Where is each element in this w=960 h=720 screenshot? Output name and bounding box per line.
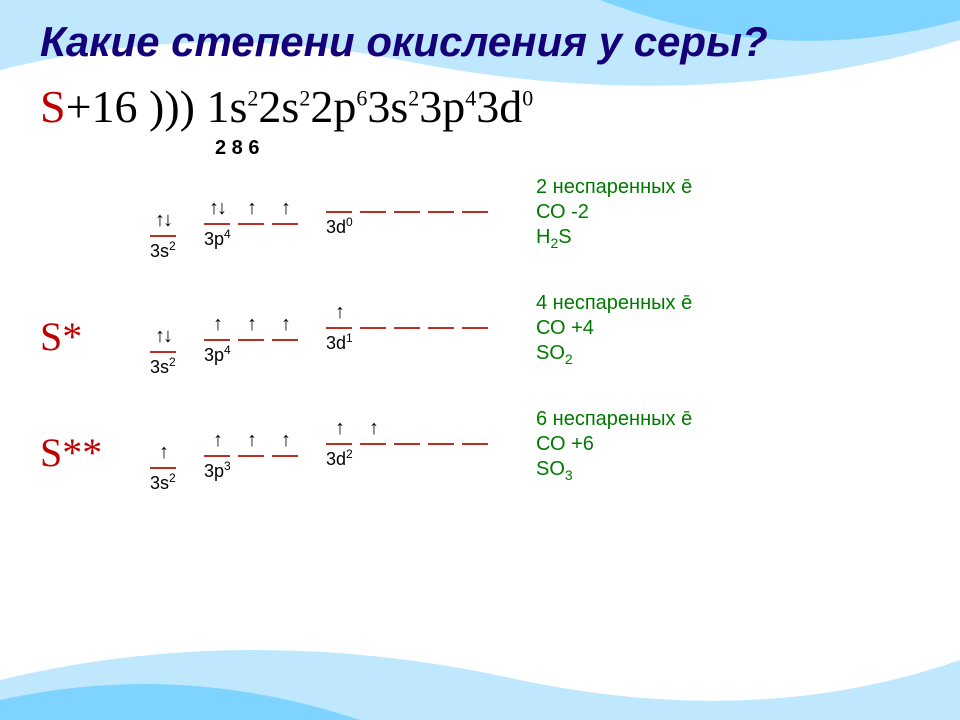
state-annotation: 4 неспаренных ēСО +4SO2 — [536, 291, 692, 379]
sublevel-label: 3p4 — [204, 227, 231, 250]
sublevel-3p: ↑↑↑3p3 — [204, 423, 298, 494]
sublevel-3d: 3d0 — [326, 179, 488, 262]
orbital — [428, 295, 454, 329]
state-label: S** — [40, 429, 150, 494]
shell-counts: 2 8 6 — [215, 137, 920, 160]
slide-title: Какие степени окисления у серы? — [40, 18, 920, 66]
orbital — [360, 295, 386, 329]
orbital: ↑↓ — [150, 319, 176, 353]
orbital-group: ↑↓ — [150, 319, 176, 353]
element-charge: +16 — [66, 81, 138, 132]
orbital-group: ↑↓ — [150, 203, 176, 237]
orbital: ↑ — [238, 307, 264, 341]
orbital: ↑ — [272, 423, 298, 457]
orbital: ↑ — [204, 307, 230, 341]
orbital — [462, 179, 488, 213]
orbital-group: ↑↑ — [326, 411, 488, 445]
orbital: ↑ — [272, 191, 298, 225]
state-annotation: 2 неспаренных ēСО -2H2S — [536, 175, 692, 263]
orbital-group: ↑↑↑ — [204, 307, 298, 341]
sublevel-3s: ↑↓3s2 — [150, 319, 176, 378]
orbital: ↑ — [238, 423, 264, 457]
state-row: ↑↓3s2↑↓↑↑3p43d02 неспаренных ēСО -2H2S — [40, 180, 920, 262]
sublevel-label: 3s2 — [150, 355, 176, 378]
orbital — [326, 179, 352, 213]
orbital-group: ↑↓↑↑ — [204, 191, 298, 225]
sublevel-label: 3d0 — [326, 215, 353, 238]
sublevel-3s: ↑3s2 — [150, 435, 176, 494]
sublevel-3p: ↑↓↑↑3p4 — [204, 191, 298, 262]
element-symbol: S — [40, 81, 66, 132]
orbital — [428, 411, 454, 445]
slide-content: Какие степени окисления у серы? S+16 )))… — [0, 0, 960, 494]
sublevel-3s: ↑↓3s2 — [150, 203, 176, 262]
orbital: ↑↓ — [204, 191, 230, 225]
orbital: ↑ — [272, 307, 298, 341]
orbital — [360, 179, 386, 213]
state-annotation: 6 неспаренных ēСО +6SO3 — [536, 407, 692, 495]
orbital-group: ↑ — [150, 435, 176, 469]
orbital: ↑ — [238, 191, 264, 225]
state-label — [40, 244, 150, 262]
orbital: ↑ — [326, 411, 352, 445]
orbital — [394, 295, 420, 329]
orbital-group: ↑ — [326, 295, 488, 329]
state-row: S**↑3s2↑↑↑3p3↑↑3d26 неспаренных ēСО +6SO… — [40, 412, 920, 494]
orbital — [394, 179, 420, 213]
orbital-group: ↑↑↑ — [204, 423, 298, 457]
orbital — [462, 411, 488, 445]
orbital: ↑↓ — [150, 203, 176, 237]
sublevel-label: 3s2 — [150, 239, 176, 262]
orbital — [462, 295, 488, 329]
orbital — [428, 179, 454, 213]
sublevel-label: 3p4 — [204, 343, 231, 366]
orbital: ↑ — [204, 423, 230, 457]
state-label: S* — [40, 313, 150, 378]
orbital — [394, 411, 420, 445]
state-row: S*↑↓3s2↑↑↑3p4↑3d14 неспаренных ēСО +4SO2 — [40, 296, 920, 378]
sublevel-label: 3s2 — [150, 471, 176, 494]
sublevel-label: 3d2 — [326, 447, 353, 470]
orbital: ↑ — [150, 435, 176, 469]
orbital-group — [326, 179, 488, 213]
sublevel-label: 3d1 — [326, 331, 353, 354]
orbital: ↑ — [326, 295, 352, 329]
electron-config-line: S+16 ))) 1s22s22p63s23p43d0 — [40, 80, 920, 133]
sublevel-3p: ↑↑↑3p4 — [204, 307, 298, 378]
sublevel-3d: ↑↑3d2 — [326, 411, 488, 494]
sublevel-3d: ↑3d1 — [326, 295, 488, 378]
orbital: ↑ — [360, 411, 386, 445]
sublevel-label: 3p3 — [204, 459, 231, 482]
